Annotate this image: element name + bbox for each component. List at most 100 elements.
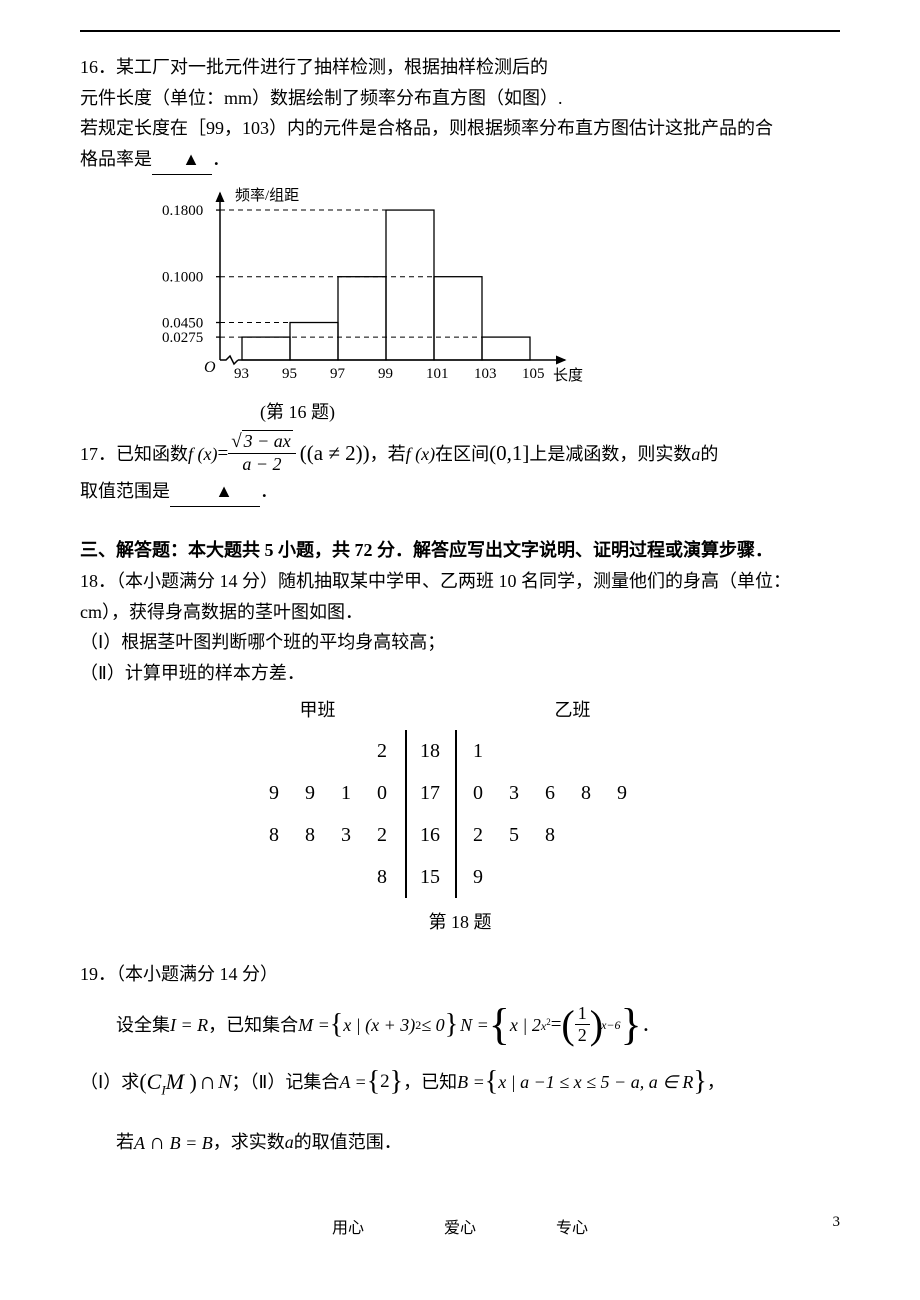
q18-part2: （Ⅱ）计算甲班的样本方差． [80,658,840,689]
sl-right-label: 乙班 [455,696,690,722]
q17-line2: 取值范围是 [80,481,170,501]
q18-line1: 18．（本小题满分 14 分）随机抽取某中学甲、乙两班 10 名同学，测量他们的… [80,566,840,597]
q16-line2: 元件长度（单位：mm）数据绘制了频率分布直方图（如图）. [80,83,840,114]
q19-line3: 若 A ∩ B = B ，求实数 a 的取值范围． [116,1120,840,1164]
q19-line1: 设全集 I = R ，已知集合 M = { x | (x + 3)2 ≤ 0 }… [116,1004,840,1046]
q17-fx: f (x) [188,439,217,470]
q19-Nsym: N [218,1062,231,1102]
sl-right-leaves: 9 [455,866,690,889]
q19-p1b: ；（Ⅱ）记集合 [232,1064,340,1100]
section3-title: 三、解答题：本大题共 5 小题，共 72 分．解答应写出文字说明、证明过程或演算… [80,535,840,566]
q17-mid4: 的 [700,439,718,470]
sl-row: 883216258 [230,814,690,856]
q19-setA: {2} [367,1063,403,1101]
q17-interval: (0,1] [489,436,529,472]
q19-head: 19．（本小题满分 14 分） [80,959,840,990]
q19-p1a: （Ⅰ）求 [80,1064,139,1100]
q19-p2a: ，已知 [403,1064,457,1100]
svg-text:0.0275: 0.0275 [162,330,203,346]
histogram-caption: (第 16 题) [260,398,840,424]
sl-vline-right [455,730,457,898]
q19-B: B = [457,1064,485,1100]
q19-N: N = [460,1007,489,1043]
q18-part1: （Ⅰ）根据茎叶图判断哪个班的平均身高较高； [80,627,840,658]
footer-t3: 专心 [556,1214,588,1238]
q17-line1: 17．已知函数 f (x) = √3 − ax a − 2 ((a ≠ 2)) … [80,432,840,475]
q19-l1b: ，已知集合 [208,1007,298,1043]
q19-l1a: 设全集 [116,1007,170,1043]
sl-caption: 第 18 题 [230,908,690,934]
svg-text:长度: 长度 [553,367,583,384]
svg-text:频率/组距: 频率/组距 [235,187,299,204]
top-rule [80,30,840,32]
q19-A: A = [339,1064,366,1100]
page: 16．某工厂对一批元件进行了抽样检测，根据抽样检测后的 元件长度（单位：mm）数… [0,0,920,1278]
q17-blank: ▲ [170,476,260,508]
svg-text:95: 95 [282,366,297,382]
sl-left-leaves: 8832 [230,824,405,847]
q17-fx2: f (x) [406,439,435,470]
sl-right-leaves: 1 [455,740,690,763]
q19-a2: a [285,1124,294,1160]
sl-left-leaves: 2 [230,740,405,763]
q19-AcapB: A ∩ B = B [134,1120,213,1164]
svg-text:O: O [204,359,216,376]
q16-dot: ． [212,149,230,169]
q17-den: a − 2 [228,454,296,476]
q17-num: √3 − ax [228,432,296,454]
q17-a: a [691,439,700,470]
svg-text:105: 105 [522,366,545,382]
svg-text:97: 97 [330,366,346,382]
sl-vline-left [405,730,407,898]
q19-IR: I = R [170,1007,208,1043]
sl-stem: 17 [405,782,455,805]
stem-leaf: 甲班 乙班 2181991017036898832162588159 第 18 … [230,696,690,934]
q19-set2: { x | 2x2 = ( 1 2 ) x−6 } [489,1004,642,1046]
q17-mid3: 上是减函数，则实数 [529,439,691,470]
sl-right-leaves: 03689 [455,782,690,805]
q19-line2: （Ⅰ）求 (CIM ) ∩ N ；（Ⅱ）记集合 A = {2} ，已知 B = … [80,1058,840,1106]
sl-right-leaves: 258 [455,824,690,847]
sl-row: 99101703689 [230,772,690,814]
q18-line2: cm），获得身高数据的茎叶图如图． [80,597,840,628]
q16-line3b: 格品率是 [80,149,152,169]
sl-stem: 15 [405,866,455,889]
q16-line3b-wrap: 格品率是 ▲ ． [80,144,840,176]
svg-text:93: 93 [234,366,249,382]
svg-text:0.1000: 0.1000 [162,270,203,286]
footer-t1: 用心 [332,1214,364,1238]
histogram: 频率/组距长度O939597991011031050.18000.10000.0… [135,185,585,395]
q17-prefix: 17．已知函数 [80,439,188,470]
sl-left-label: 甲班 [230,696,405,722]
q19-l3c: 的取值范围． [294,1124,402,1160]
q17-line2-wrap: 取值范围是 ▲ ． [80,476,840,508]
q17-end: ． [260,481,278,501]
footer: 用心 爱心 专心 3 [80,1214,840,1238]
sl-mid-spacer [405,696,455,722]
q19-l3b: ，求实数 [213,1124,285,1160]
q19-p2b: ， [707,1064,725,1100]
q17-mid: ，若 [370,439,406,470]
q17-cond: ((a ≠ 2)) [300,436,370,472]
sl-row: 8159 [230,856,690,898]
q19-dot1: ． [642,1007,660,1043]
histogram-svg: 频率/组距长度O939597991011031050.18000.10000.0… [135,185,585,395]
sl-left-leaves: 9910 [230,782,405,805]
footer-t2: 爱心 [444,1214,476,1238]
q19-CIM: (CIM ) [139,1060,197,1104]
q16-blank: ▲ [152,144,212,176]
sl-stem: 18 [405,740,455,763]
q19-l3a: 若 [116,1124,134,1160]
q19-set1: { x | (x + 3)2 ≤ 0 } [330,1007,458,1043]
svg-text:101: 101 [426,366,449,382]
q19-half: 1 2 [575,1004,590,1046]
q16-line1: 16．某工厂对一批元件进行了抽样检测，根据抽样检测后的 [80,52,840,83]
page-number: 3 [833,1214,841,1231]
q19-M: M = [298,1007,330,1043]
sl-body: 2181991017036898832162588159 [230,730,690,898]
q19-setB: {x | a −1 ≤ x ≤ 5 − a, a ∈ R} [485,1064,707,1100]
sl-stem: 16 [405,824,455,847]
svg-text:99: 99 [378,366,393,382]
sl-row: 2181 [230,730,690,772]
q17-frac: √3 − ax a − 2 [228,432,296,475]
